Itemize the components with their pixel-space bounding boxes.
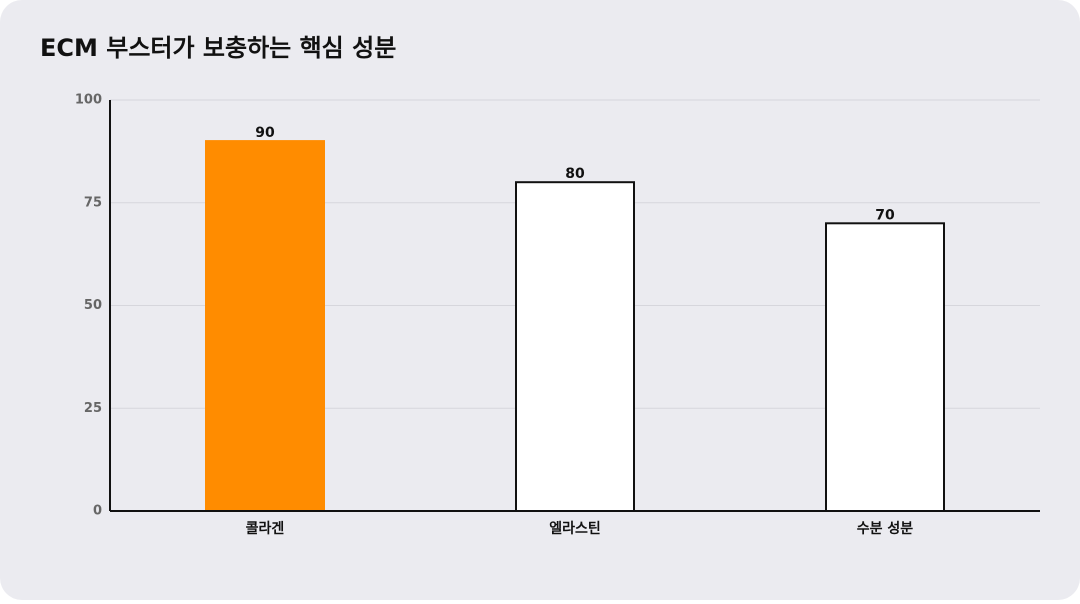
bar [515,181,635,512]
y-tick-label: 75 [84,195,102,210]
bar [205,140,325,512]
y-tick-label: 50 [84,298,102,313]
x-tick-label: 콜라겐 [246,521,285,537]
y-tick-label: 25 [84,401,102,416]
y-tick-label: 100 [75,93,102,108]
x-tick-label: 엘라스틴 [549,520,601,537]
y-tick-label: 0 [93,504,102,519]
bar [825,222,945,513]
value-label: 70 [875,207,895,223]
value-label: 90 [255,125,275,141]
chart-title: ECM 부스터가 보충하는 핵심 성분 [40,34,396,62]
x-tick-label: 수분 성분 [857,521,914,537]
value-label: 80 [565,166,585,182]
